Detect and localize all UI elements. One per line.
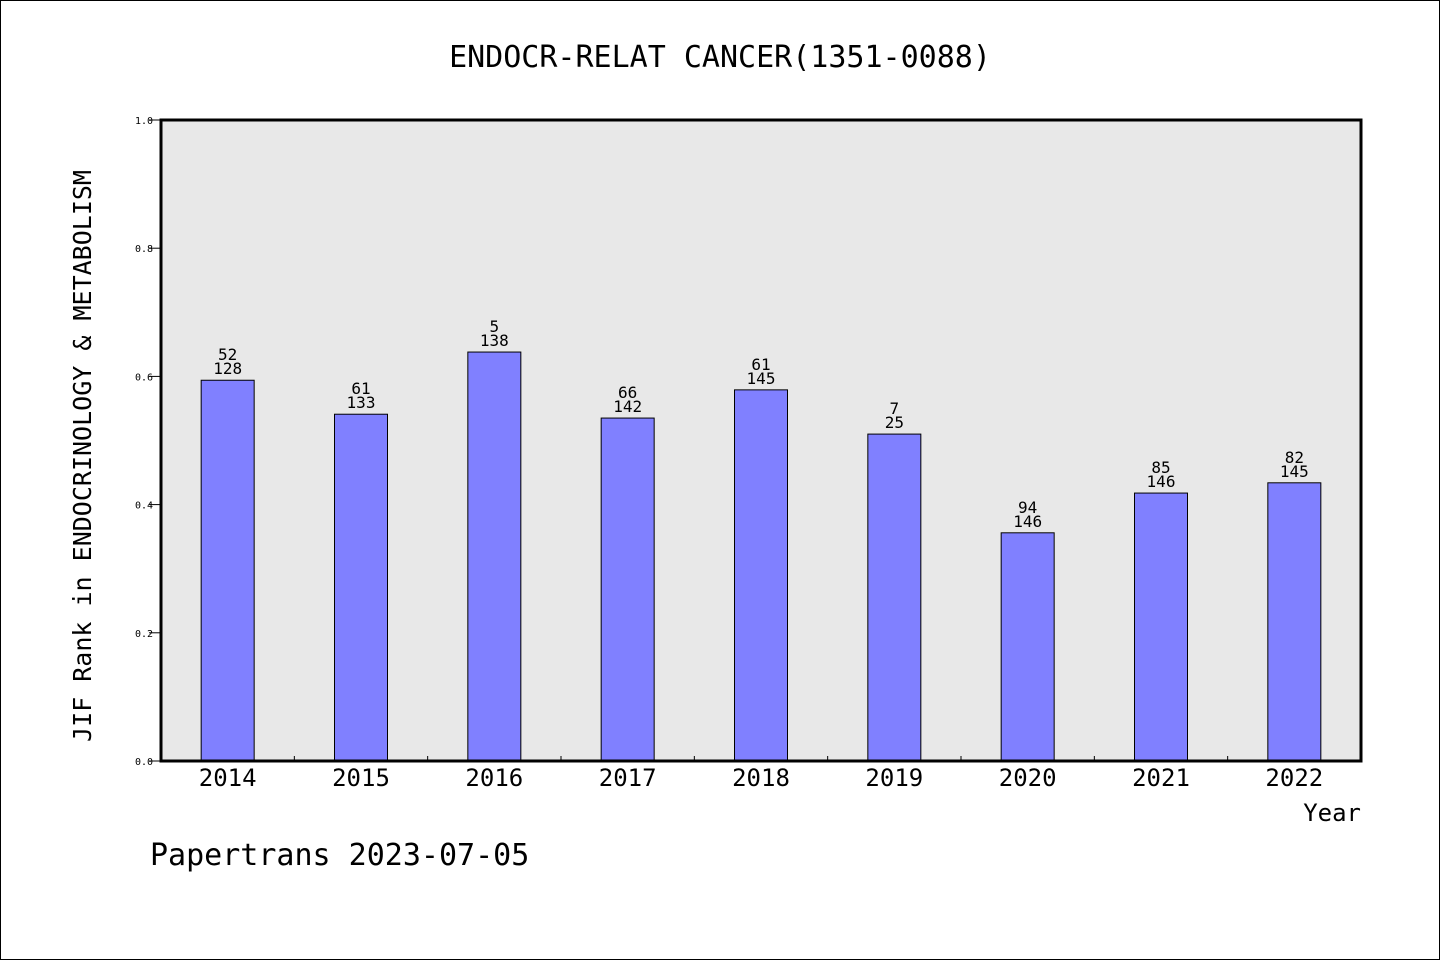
bar-2022 <box>1267 482 1322 762</box>
bar-labels: 5212861133513866142611457259414685146821… <box>213 317 1309 531</box>
bar-2016 <box>467 351 522 762</box>
bar-2014 <box>200 379 255 762</box>
x-tick-label: 2019 <box>865 764 923 792</box>
bar-label-total: 145 <box>747 369 776 388</box>
bar-label-rank: 66 <box>618 383 637 402</box>
bar-label-total: 145 <box>1280 462 1309 481</box>
plot-border <box>159 118 1363 763</box>
y-tick-label: 0.2 <box>135 629 153 640</box>
bars <box>200 351 1322 762</box>
x-tick-label: 2021 <box>1132 764 1190 792</box>
bar-label-rank: 61 <box>751 355 770 374</box>
y-tick-label: 0.0 <box>135 757 153 768</box>
y-axis-label: JIF Rank in ENDOCRINOLOGY & METABOLISM <box>68 170 97 742</box>
y-tick-label: 0.4 <box>135 501 153 512</box>
bar-2019 <box>867 433 922 762</box>
bar-2015 <box>334 413 388 762</box>
bar-label-total: 146 <box>1013 512 1042 531</box>
bar-label-rank: 94 <box>1018 498 1037 517</box>
bar-label-total: 146 <box>1147 472 1176 491</box>
bar-label-rank: 82 <box>1285 448 1304 467</box>
y-ticks: 0.0 0.2 0.4 0.6 0.8 1.0 <box>135 116 161 768</box>
bar-label-rank: 61 <box>351 379 370 398</box>
bar-label-total: 133 <box>347 393 376 412</box>
plot-area: 5212861133513866142611457259414685146821… <box>135 116 1363 792</box>
x-ticks: 2014 2015 2016 2017 2018 2019 2020 2021 2022 <box>199 756 1323 792</box>
y-tick-label: 0.8 <box>135 244 153 255</box>
x-axis-label: Year <box>1303 799 1361 827</box>
bar-label-total: 138 <box>480 331 509 350</box>
bar-label-rank: 52 <box>218 345 237 364</box>
footer-text: Papertrans 2023-07-05 <box>150 838 529 873</box>
chart-title: ENDOCR-RELAT CANCER(1351-0088) <box>449 40 991 75</box>
bar-2018 <box>734 389 788 762</box>
bar-label-rank: 7 <box>890 399 900 418</box>
bar-label-rank: 5 <box>490 317 500 336</box>
y-tick-label: 0.6 <box>135 372 153 383</box>
bar-2020 <box>1000 532 1055 762</box>
bar-label-total: 25 <box>885 413 904 432</box>
y-tick-label: 1.0 <box>135 116 153 127</box>
bar-label-total: 142 <box>613 397 642 416</box>
x-tick-label: 2014 <box>199 764 257 792</box>
bar-2017 <box>600 417 655 762</box>
bar-label-total: 128 <box>213 359 242 378</box>
x-tick-label: 2020 <box>999 764 1057 792</box>
x-tick-label: 2016 <box>465 764 523 792</box>
x-tick-label: 2022 <box>1265 764 1323 792</box>
x-tick-label: 2017 <box>599 764 657 792</box>
x-tick-label: 2015 <box>332 764 390 792</box>
bar-2021 <box>1134 492 1188 762</box>
x-tick-label: 2018 <box>732 764 790 792</box>
bar-label-rank: 85 <box>1151 458 1170 477</box>
